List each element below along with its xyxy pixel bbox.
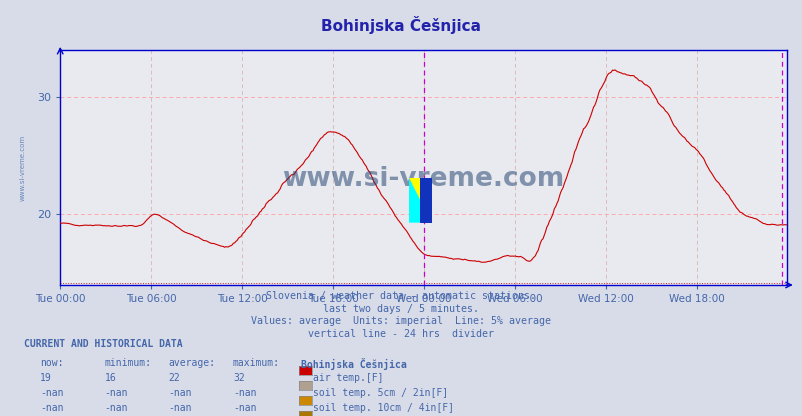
Text: -nan: -nan (104, 388, 128, 398)
Polygon shape (408, 178, 431, 223)
Text: 19: 19 (40, 373, 52, 383)
Text: soil temp. 10cm / 4in[F]: soil temp. 10cm / 4in[F] (313, 403, 454, 413)
Bar (420, 178, 431, 223)
Text: CURRENT AND HISTORICAL DATA: CURRENT AND HISTORICAL DATA (24, 339, 183, 349)
Text: now:: now: (40, 358, 63, 368)
Text: 16: 16 (104, 373, 116, 383)
Polygon shape (408, 178, 431, 223)
Text: soil temp. 5cm / 2in[F]: soil temp. 5cm / 2in[F] (313, 388, 448, 398)
Text: -nan: -nan (40, 388, 63, 398)
Text: average:: average: (168, 358, 216, 368)
Text: Bohinjska Češnjica: Bohinjska Češnjica (321, 16, 481, 34)
Text: Values: average  Units: imperial  Line: 5% average: Values: average Units: imperial Line: 5%… (251, 316, 551, 326)
Text: -nan: -nan (40, 403, 63, 413)
Text: 32: 32 (233, 373, 245, 383)
Text: 22: 22 (168, 373, 180, 383)
Text: -nan: -nan (233, 388, 256, 398)
Text: minimum:: minimum: (104, 358, 152, 368)
Text: www.si-vreme.com: www.si-vreme.com (19, 134, 26, 201)
Text: www.si-vreme.com: www.si-vreme.com (282, 166, 564, 192)
Text: Bohinjska Češnjica: Bohinjska Češnjica (301, 358, 407, 370)
Text: -nan: -nan (168, 403, 192, 413)
Text: -nan: -nan (233, 403, 256, 413)
Text: -nan: -nan (104, 403, 128, 413)
Text: last two days / 5 minutes.: last two days / 5 minutes. (323, 304, 479, 314)
Text: maximum:: maximum: (233, 358, 280, 368)
Text: vertical line - 24 hrs  divider: vertical line - 24 hrs divider (308, 329, 494, 339)
Text: -nan: -nan (168, 388, 192, 398)
Text: Slovenia / weather data - automatic stations.: Slovenia / weather data - automatic stat… (266, 291, 536, 301)
Text: air temp.[F]: air temp.[F] (313, 373, 383, 383)
